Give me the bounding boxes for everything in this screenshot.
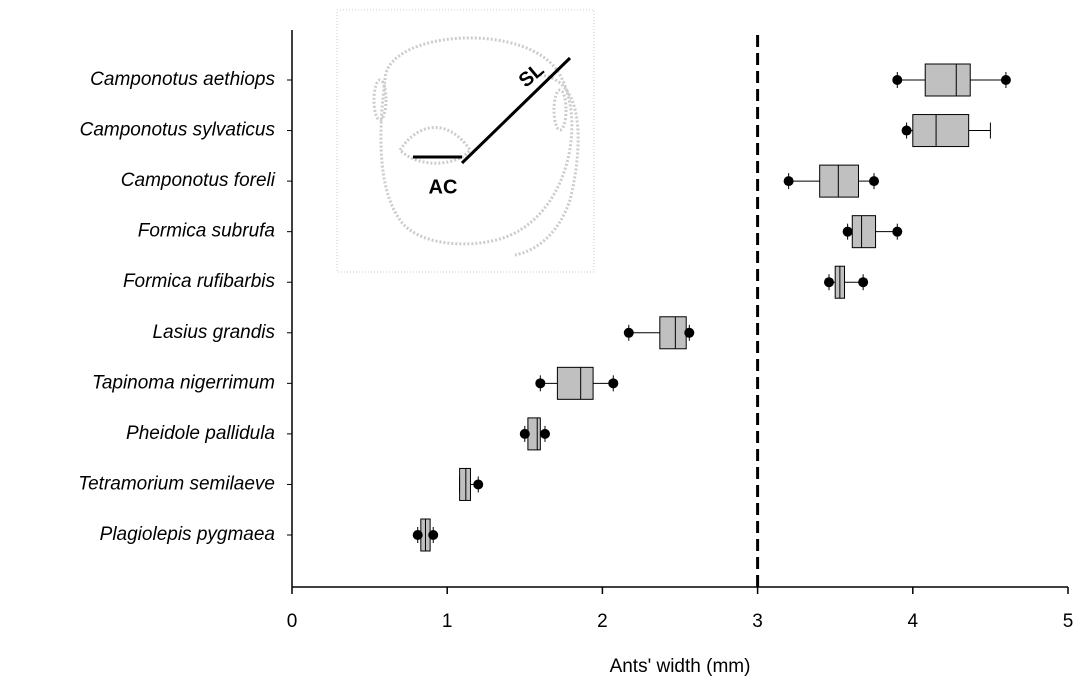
y-tick-label: Camponotus foreli: [121, 170, 276, 191]
point: [869, 176, 879, 187]
box: [912, 114, 970, 148]
ac-label: AC: [429, 176, 458, 198]
box: [819, 164, 859, 198]
point: [783, 176, 794, 187]
inset: SL AC: [336, 9, 595, 273]
x-tick-label: 4: [908, 611, 919, 632]
y-tick-label: Tapinoma nigerrimum: [92, 372, 275, 393]
point: [823, 277, 834, 288]
point: [684, 327, 695, 338]
point: [1000, 75, 1011, 85]
point: [623, 327, 634, 338]
point: [842, 226, 853, 237]
point: [901, 125, 912, 136]
y-tick-label: Formica rufibarbis: [123, 271, 276, 292]
x-tick-label: 3: [752, 611, 763, 632]
y-tick-label: Camponotus sylvaticus: [80, 120, 276, 141]
y-tick-label: Camponotus aethiops: [90, 69, 275, 90]
ant-head-drawing: [372, 36, 580, 257]
point: [519, 428, 530, 439]
y-tick-label: Tetramorium semilaeve: [78, 473, 275, 494]
point: [428, 530, 439, 540]
box: [459, 467, 471, 501]
point: [892, 226, 903, 237]
box: [659, 316, 687, 350]
point: [473, 479, 484, 490]
x-axis-title: Ants' width (mm): [610, 656, 751, 677]
box: [851, 215, 877, 249]
point: [892, 75, 903, 85]
y-tick-label: Lasius grandis: [152, 322, 275, 343]
box: [924, 63, 971, 97]
x-tick-label: 2: [597, 611, 608, 632]
inset-frame: [336, 9, 595, 273]
x-tick-label: 0: [287, 611, 298, 632]
sl-line: [460, 56, 572, 165]
point: [608, 378, 619, 389]
point: [858, 277, 869, 288]
point: [535, 378, 546, 389]
box: [556, 366, 594, 400]
point: [412, 530, 423, 540]
point: [539, 428, 550, 439]
y-tick-label: Pheidole pallidula: [126, 423, 275, 444]
x-tick-label: 5: [1063, 611, 1074, 632]
x-tick-label: 1: [442, 611, 453, 632]
y-tick-label: Plagiolepis pygmaea: [100, 524, 275, 545]
y-tick-label: Formica subrufa: [138, 221, 275, 242]
